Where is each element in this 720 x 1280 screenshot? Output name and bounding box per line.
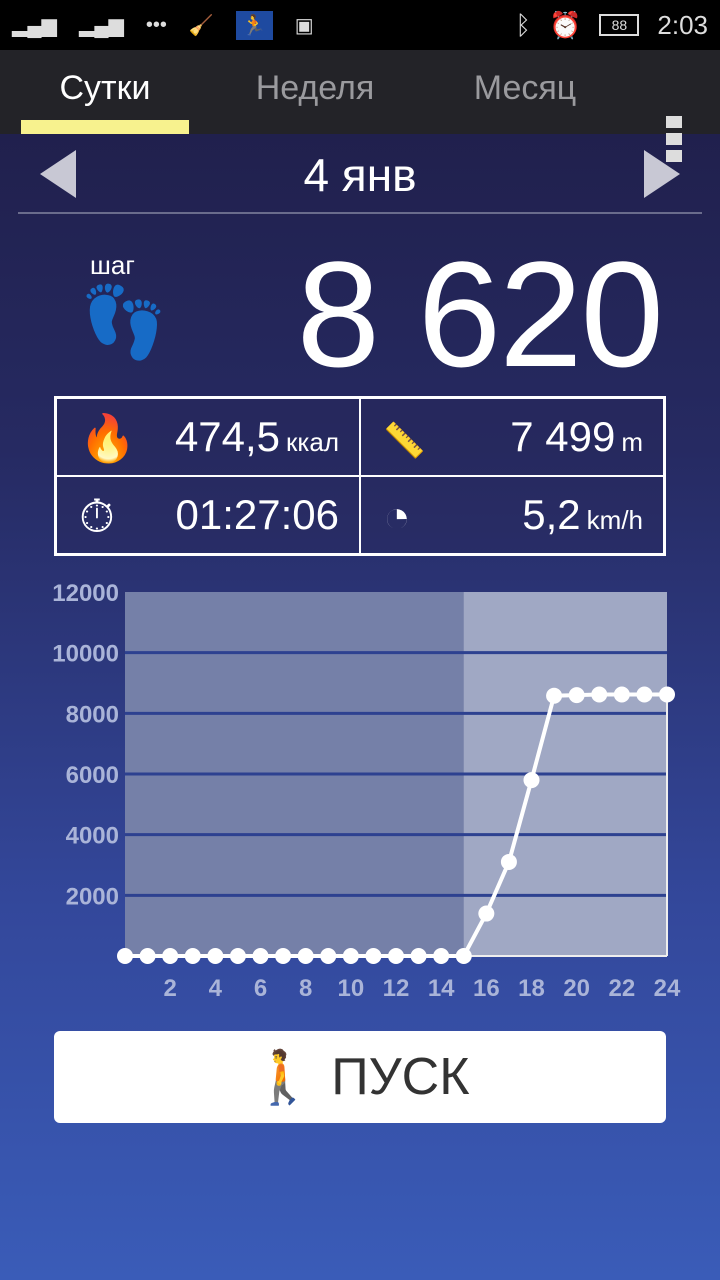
data-point [568,687,585,704]
current-date: 4 янв [303,149,417,201]
signal-sim2-icon: ▂▄▆ [78,14,124,37]
y-tick-label: 12000 [52,580,119,607]
ruler-icon: 📏 [383,422,426,460]
speed-stat: ◔ 5,2 km/h [360,476,664,554]
message-icon: ••• [145,13,167,36]
previous-day-button[interactable] [40,150,76,198]
tab-day[interactable]: Сутки [0,50,210,134]
data-point [184,948,201,964]
stopwatch-icon: ⏱ [79,490,115,542]
flame-icon: 🔥 [79,412,137,464]
data-point [342,948,359,964]
x-tick-label: 6 [254,975,267,1002]
pedometer-icon: 🏃 [235,10,273,40]
tab-bar: Сутки Неделя Месяц [0,50,720,162]
distance-value: 7 499 [510,413,616,460]
data-point [591,686,608,703]
calories-value: 474,5 [174,413,281,460]
x-tick-label: 18 [518,975,545,1002]
tab-month[interactable]: Месяц [473,69,577,107]
data-point [636,686,653,703]
signal-sim1-icon: ▂▄▆ [12,14,57,37]
data-point [229,948,246,964]
data-point [388,948,404,964]
data-point [546,687,563,704]
steps-count: 8 620 [296,230,664,398]
tab-week[interactable]: Неделя [255,69,375,107]
x-tick-label: 14 [428,975,455,1002]
data-point [320,948,337,964]
duration-value: 01:27:06 [175,491,340,538]
x-tick-label: 20 [563,975,590,1002]
cleaner-icon: 🧹 [188,14,214,37]
data-point [117,948,133,964]
speedometer-icon: ◔ [383,490,411,542]
data-point [139,948,156,964]
calories-unit: ккал [286,427,339,457]
data-point [659,686,675,703]
y-tick-label: 4000 [66,823,119,850]
data-point [297,948,314,964]
data-point [365,948,382,964]
x-tick-label: 16 [473,975,500,1002]
data-point [275,948,292,964]
speed-unit: km/h [586,505,643,535]
x-tick-label: 10 [337,975,364,1002]
clock: 2:03 [657,9,708,40]
battery-icon: 88 [599,14,640,36]
image-icon: ▣ [294,14,314,37]
alarm-icon: ⏰ [549,9,582,40]
calories-stat: 🔥 474,5 ккал [56,398,360,476]
x-tick-label: 2 [163,975,176,1002]
data-point [410,948,427,964]
data-point [455,948,472,964]
data-point [523,772,540,789]
footprints-icon: 👣 [80,283,168,361]
status-bar: ▂▄▆ ▂▄▆ ••• 🧹 🏃 ▣ ᛒ ⏰ 88 2:03 [0,0,720,50]
start-button[interactable]: 🚶 ПУСК [54,1031,666,1123]
bluetooth-icon: ᛒ [515,9,532,40]
data-point [162,948,179,964]
data-point [613,686,630,703]
y-tick-label: 10000 [52,641,119,668]
x-tick-label: 4 [209,975,223,1002]
steps-label: шаг [90,250,135,280]
y-tick-label: 6000 [66,762,119,789]
x-tick-label: 22 [608,975,635,1002]
data-point [500,853,517,870]
data-point [252,948,269,964]
duration-stat: ⏱ 01:27:06 [56,476,360,554]
start-button-label: ПУСК [331,1048,470,1106]
date-navigator: 4 янв [18,140,702,214]
distance-unit: m [621,427,643,457]
y-tick-label: 2000 [66,883,119,910]
next-day-button[interactable] [644,150,680,198]
x-tick-label: 8 [299,975,312,1002]
data-point [433,948,450,964]
x-tick-label: 24 [654,975,681,1002]
stats-grid: 🔥 474,5 ккал 📏 7 499 m ⏱ 01:27:06 ◔ 5,2 km/… [54,396,666,556]
speed-value: 5,2 [522,491,581,538]
walking-person-icon: 🚶 [250,1048,316,1107]
data-point [478,905,495,922]
data-point [207,948,224,964]
y-tick-label: 8000 [66,701,119,728]
x-tick-label: 12 [383,975,410,1002]
distance-stat: 📏 7 499 m [360,398,664,476]
